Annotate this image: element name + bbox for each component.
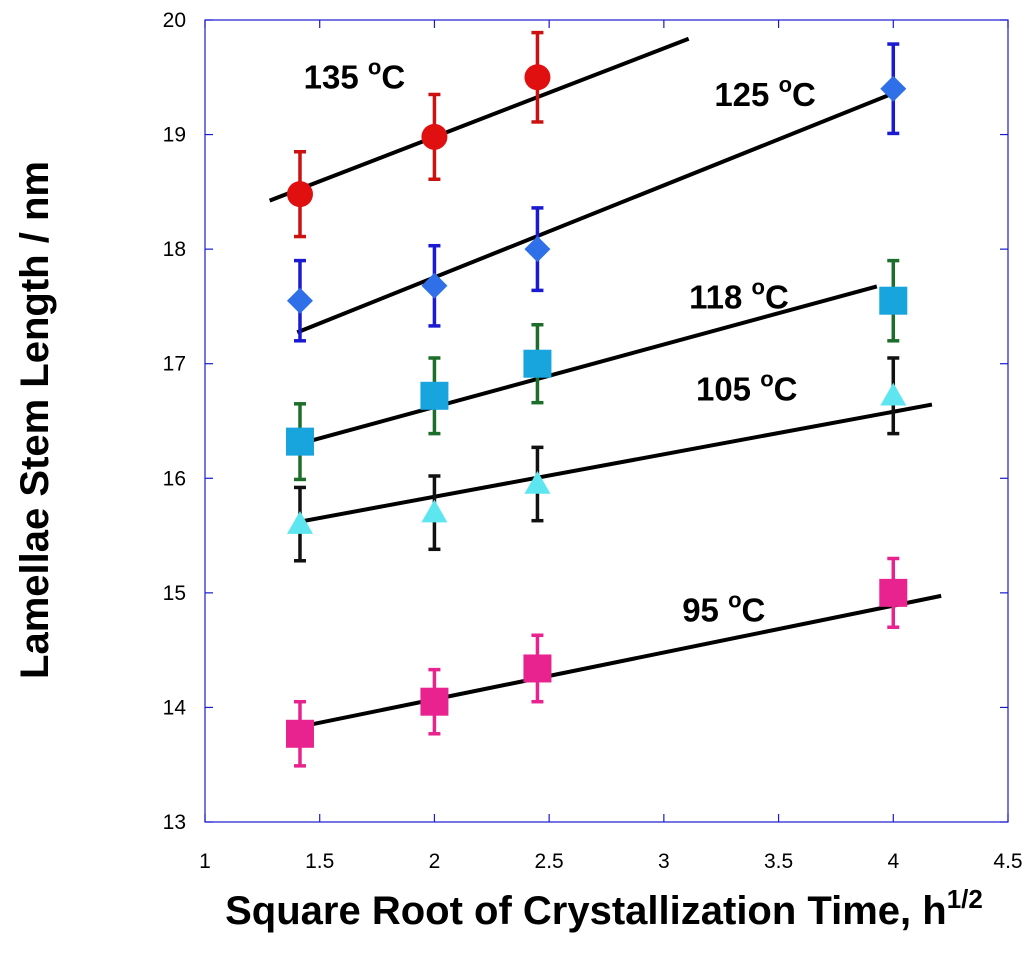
- x-axis-title: Square Root of Crystallization Time, h1/…: [225, 884, 983, 933]
- x-tick-label: 4.5: [993, 850, 1022, 873]
- series-label-105: 105 oC: [696, 366, 798, 407]
- data-point-125: [524, 236, 551, 263]
- series-label-value: 125: [714, 76, 778, 113]
- data-point-105: [524, 471, 551, 494]
- data-points: [285, 64, 908, 748]
- fit-line-95: [296, 593, 942, 730]
- series-label-value: 135: [304, 59, 368, 96]
- data-point-95: [523, 654, 552, 683]
- data-point-95: [420, 687, 449, 716]
- x-tick-label: 2.5: [535, 850, 564, 873]
- data-point-95: [879, 578, 908, 607]
- data-point-135: [286, 181, 313, 208]
- x-axis-title-superscript: 1/2: [947, 884, 983, 914]
- series-label-125: 125 oC: [714, 72, 816, 113]
- y-axis-title: Lamellae Stem Length / nm: [13, 161, 57, 679]
- x-tick-label: 3.5: [764, 850, 793, 873]
- data-point-105: [286, 511, 313, 534]
- y-tick-label: 19: [163, 124, 186, 147]
- data-point-118: [523, 349, 552, 378]
- data-point-105: [421, 499, 448, 523]
- y-tick-label: 15: [163, 582, 186, 605]
- fit-line-105: [296, 402, 933, 525]
- degree-symbol: o: [760, 366, 773, 391]
- series-label-135: 135 oC: [304, 55, 406, 96]
- data-point-135: [421, 123, 448, 150]
- x-axis-title-text: Square Root of Crystallization Time, h: [225, 889, 947, 933]
- data-point-95: [285, 719, 314, 748]
- x-tick-label: 3: [658, 850, 670, 873]
- x-axis: 1 1.5 2 2.5 3 3.5 4 4.5: [199, 20, 1023, 873]
- y-tick-label: 17: [163, 353, 186, 376]
- series-label-95: 95 oC: [682, 588, 765, 629]
- fit-line-118: [296, 284, 878, 447]
- series-label-unit: C: [381, 59, 405, 96]
- x-tick-label: 1: [199, 850, 211, 873]
- series-label-value: 95: [682, 592, 728, 629]
- y-tick-label: 20: [163, 9, 186, 32]
- y-tick-label: 14: [163, 696, 187, 719]
- fit-lines: [268, 36, 942, 730]
- data-point-135: [524, 64, 551, 91]
- data-point-125: [421, 272, 448, 299]
- plot-border: [204, 19, 1009, 823]
- data-point-118: [285, 427, 314, 456]
- series-label-unit: C: [774, 370, 798, 407]
- data-point-118: [879, 286, 908, 315]
- y-tick-label: 16: [163, 467, 186, 490]
- data-point-125: [286, 287, 313, 314]
- data-point-118: [420, 381, 449, 410]
- series-label-value: 105: [696, 370, 760, 407]
- x-tick-label: 4: [887, 850, 899, 873]
- series-label-118: 118 oC: [689, 275, 789, 316]
- degree-symbol: o: [752, 275, 765, 300]
- y-axis: 13 14 15 16 17 18 19 20: [163, 9, 1008, 834]
- data-point-125: [880, 75, 907, 102]
- fit-line-125: [296, 90, 896, 335]
- x-tick-label: 2: [429, 850, 441, 873]
- degree-symbol: o: [728, 588, 741, 613]
- degree-symbol: o: [779, 72, 792, 97]
- y-tick-label: 13: [163, 811, 186, 834]
- y-tick-label: 18: [163, 238, 186, 261]
- series-label-unit: C: [765, 279, 789, 316]
- series-label-unit: C: [742, 592, 766, 629]
- plot-frame: [204, 19, 1009, 823]
- fit-line-135: [268, 36, 690, 203]
- series-label-unit: C: [792, 76, 816, 113]
- data-point-105: [880, 382, 907, 406]
- x-tick-label: 1.5: [305, 850, 334, 873]
- series-label-value: 118: [689, 279, 751, 316]
- error-bars: [293, 30, 900, 768]
- degree-symbol: o: [368, 55, 381, 80]
